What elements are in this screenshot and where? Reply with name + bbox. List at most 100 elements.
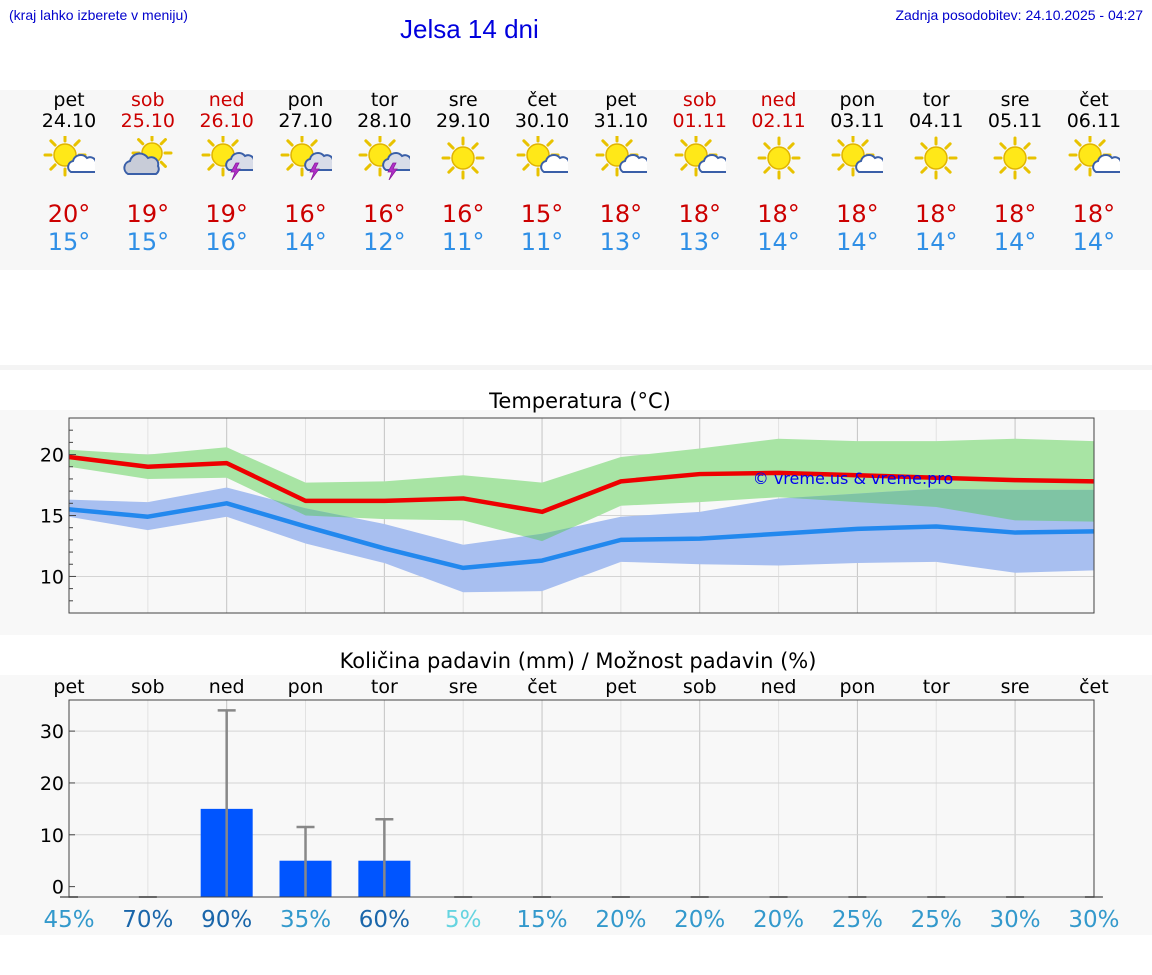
sun-ray — [704, 139, 712, 147]
day-date: 01.11 — [672, 110, 727, 132]
precipitation-tick-label: 20 — [40, 773, 64, 795]
precipitation-probability: 30% — [1068, 907, 1119, 933]
day-date: 24.10 — [41, 110, 97, 132]
precipitation-day-label: pon — [840, 676, 876, 698]
sun-ray — [471, 166, 479, 174]
sun-ray — [625, 139, 633, 147]
day-date: 02.11 — [751, 110, 806, 132]
sun-ray — [207, 163, 215, 171]
sun-ray — [49, 163, 57, 171]
temp-max: 18° — [1072, 200, 1116, 228]
day-name: pon — [287, 89, 324, 111]
temp-max: 19° — [205, 200, 248, 228]
sun-icon — [914, 136, 958, 180]
sun-disc — [605, 143, 629, 167]
sun-thunderstorm-icon — [358, 136, 411, 180]
temperature-title: Temperatura (°C) — [488, 389, 671, 413]
precipitation-probability: 70% — [122, 907, 173, 933]
day-column: sre 29.10 16° 11° — [425, 90, 501, 256]
daily-forecast: pet 24.10 20° 15° sob 25.10 19° 15° ned 26.10 19° 1… — [0, 90, 1152, 270]
sun-ray — [837, 163, 845, 171]
lightning-bolt — [229, 162, 241, 180]
sun-icon — [757, 136, 801, 180]
day-column: pon 27.10 16° 14° — [268, 90, 344, 256]
precipitation-day-label: tor — [371, 676, 398, 698]
temp-min: 12° — [363, 228, 406, 256]
precipitation-day-label: pon — [288, 676, 324, 698]
sun-cloud-icon — [43, 136, 95, 177]
temp-min: 13° — [599, 228, 643, 256]
sun-cloud-icon — [516, 136, 569, 177]
sun-cloud-icon — [595, 136, 647, 177]
day-column: pet 24.10 20° 15° — [31, 90, 107, 256]
precipitation-day-label: ned — [761, 676, 797, 698]
precipitation-title: Količina padavin (mm) / Možnost padavin … — [340, 649, 817, 673]
precipitation-day-label: tor — [923, 676, 950, 698]
sun-ray — [920, 142, 928, 150]
day-name: pet — [605, 89, 637, 111]
sun-cloud-icon — [831, 136, 884, 177]
temp-min: 11° — [520, 228, 564, 256]
day-name: ned — [208, 89, 245, 111]
sun-ray — [786, 166, 795, 174]
temp-max: 18° — [599, 200, 643, 228]
cloudy-sun-icon — [123, 136, 173, 175]
sun-disc — [1078, 143, 1102, 167]
sun-ray — [471, 142, 479, 150]
temp-max: 16° — [284, 200, 327, 228]
temp-max: 18° — [757, 200, 800, 228]
sun-ray — [364, 163, 372, 171]
sun-ray — [1074, 139, 1082, 147]
day-column: sob 25.10 19° 15° — [110, 90, 186, 256]
day-date: 03.11 — [830, 110, 885, 132]
sun-ray — [786, 142, 795, 150]
precipitation-day-label: pet — [53, 676, 84, 698]
day-name: sob — [682, 89, 717, 111]
temp-min: 14° — [757, 228, 800, 256]
sun-ray — [1023, 142, 1031, 150]
sun-thunderstorm-icon — [201, 136, 253, 180]
day-name: sre — [448, 89, 478, 111]
sun-thunderstorm-icon — [358, 136, 411, 180]
sun-ray — [136, 138, 145, 146]
sun-ray — [522, 139, 530, 147]
precipitation-probability: 20% — [674, 907, 725, 933]
sun-ray — [447, 166, 455, 174]
day-column: tor 04.11 18° 14° — [898, 90, 974, 256]
sun-icon — [914, 136, 958, 180]
day-date: 30.10 — [514, 110, 570, 132]
temp-max: 18° — [914, 200, 958, 228]
day-date: 28.10 — [357, 110, 412, 132]
day-name: tor — [922, 89, 950, 111]
precipitation-probability: 15% — [516, 907, 567, 933]
day-name: pon — [839, 89, 876, 111]
temp-min: 14° — [914, 228, 958, 256]
precipitation-probability: 35% — [280, 907, 331, 933]
day-name: ned — [760, 89, 797, 111]
day-date: 27.10 — [278, 110, 333, 132]
cloud-shape — [123, 152, 160, 175]
forecast-band — [0, 90, 1152, 270]
temp-max: 16° — [441, 200, 485, 228]
day-column: pon 03.11 18° 14° — [819, 90, 895, 256]
temp-max: 16° — [363, 200, 406, 228]
temp-max: 19° — [126, 200, 170, 228]
precipitation-probability: 90% — [201, 907, 252, 933]
day-column: sre 05.11 18° 14° — [977, 90, 1053, 256]
temperature-tick-label: 10 — [40, 566, 64, 588]
day-date: 06.11 — [1066, 110, 1122, 132]
sun-ray — [1023, 166, 1031, 174]
sun-icon — [757, 136, 801, 180]
precipitation-day-label: sre — [1001, 676, 1030, 698]
sun-ray — [680, 163, 688, 171]
sun-ray — [861, 139, 870, 147]
temp-min: 11° — [441, 228, 485, 256]
day-name: pet — [53, 89, 85, 111]
cloudy-sun-icon — [123, 136, 173, 175]
sun-ray — [388, 139, 397, 147]
last-update: Zadnja posodobitev: 24.10.2025 - 04:27 — [895, 7, 1143, 23]
precipitation-tick-label: 30 — [40, 721, 64, 743]
sun-ray — [920, 166, 928, 174]
sun-thunderstorm-icon — [280, 136, 332, 180]
sun-ray — [364, 139, 372, 147]
